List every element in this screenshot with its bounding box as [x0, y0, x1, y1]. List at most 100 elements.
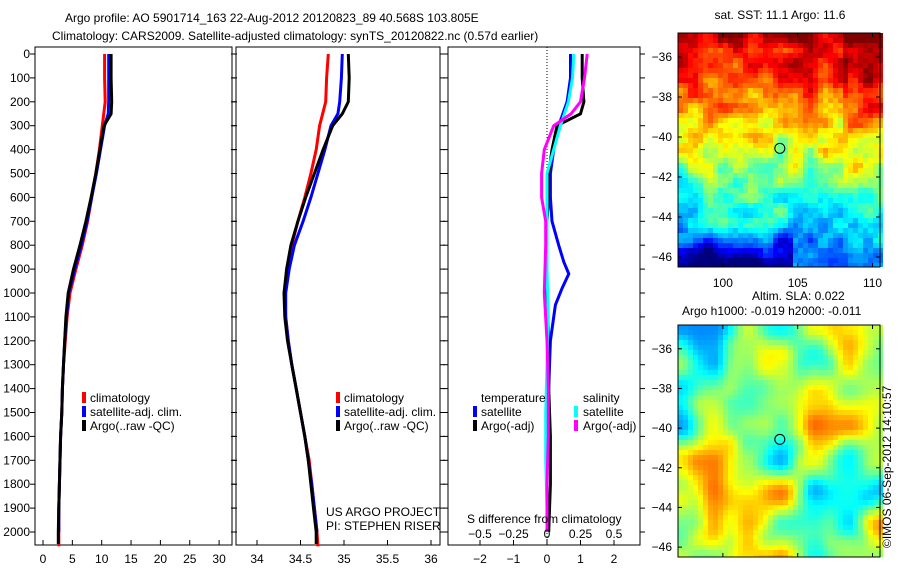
map-cell — [718, 73, 723, 78]
map-cell — [803, 375, 808, 380]
y-tick-label: 600 — [10, 190, 30, 204]
map-cell — [793, 143, 798, 148]
map-cell — [703, 98, 708, 103]
legend-swatch — [336, 420, 340, 431]
map-cell — [718, 335, 723, 340]
map-cell — [788, 38, 793, 43]
map-cell — [733, 43, 738, 48]
map-cell — [748, 253, 753, 258]
map-cell — [708, 113, 713, 118]
map-cell — [858, 470, 863, 475]
map-cell — [808, 530, 813, 535]
map-cell — [848, 420, 853, 425]
map-cell — [873, 218, 878, 223]
map-cell — [763, 108, 768, 113]
map-cell — [853, 520, 858, 525]
map-cell — [763, 173, 768, 178]
map-cell — [843, 440, 848, 445]
map-cell — [743, 445, 748, 450]
map-cell — [743, 475, 748, 480]
map-cell — [718, 78, 723, 83]
map-cell — [683, 355, 688, 360]
map-cell — [718, 238, 723, 243]
map-cell — [678, 148, 683, 153]
map-cell — [823, 53, 828, 58]
map-cell — [713, 420, 718, 425]
map-cell — [733, 68, 738, 73]
map-cell — [698, 360, 703, 365]
map-cell — [848, 365, 853, 370]
map-cell — [868, 33, 873, 38]
map-cell — [768, 395, 773, 400]
map-cell — [803, 450, 808, 455]
map-cell — [828, 405, 833, 410]
map-cell — [813, 58, 818, 63]
map-cell — [848, 375, 853, 380]
map-cell — [858, 128, 863, 133]
map-cell — [868, 495, 873, 500]
map-cell — [828, 465, 833, 470]
map-cell — [818, 500, 823, 505]
map-cell — [723, 555, 728, 557]
s-tick-label: 0.5 — [606, 527, 623, 541]
map-cell — [743, 375, 748, 380]
map-cell — [833, 540, 838, 545]
map-cell — [778, 148, 783, 153]
map-cell — [743, 98, 748, 103]
map-cell — [763, 48, 768, 53]
map-cell — [753, 465, 758, 470]
map-cell — [758, 148, 763, 153]
map-cell — [828, 73, 833, 78]
map-cell — [678, 445, 683, 450]
map-cell — [698, 380, 703, 385]
map-cell — [738, 420, 743, 425]
map-cell — [713, 243, 718, 248]
map-cell — [843, 123, 848, 128]
map-cell — [778, 335, 783, 340]
map-cell — [708, 345, 713, 350]
map-cell — [873, 228, 878, 233]
map-cell — [698, 218, 703, 223]
map-cell — [748, 123, 753, 128]
map-cell — [863, 450, 868, 455]
map-cell — [783, 213, 788, 218]
map-cell — [763, 435, 768, 440]
map-cell — [713, 335, 718, 340]
map-cell — [678, 173, 683, 178]
map-cell — [678, 178, 683, 183]
map-cell — [753, 425, 758, 430]
map-cell — [843, 113, 848, 118]
map-cell — [808, 475, 813, 480]
map-cell — [683, 380, 688, 385]
map-cell — [793, 183, 798, 188]
map-cell — [678, 188, 683, 193]
map-cell — [703, 148, 708, 153]
map-cell — [793, 113, 798, 118]
map-cell — [773, 370, 778, 375]
map-cell — [803, 335, 808, 340]
map-cell — [843, 545, 848, 550]
map-cell — [723, 550, 728, 555]
map-cell — [803, 88, 808, 93]
map-cell — [793, 555, 798, 557]
map-cell — [828, 173, 833, 178]
map-cell — [808, 118, 813, 123]
map-cell — [838, 505, 843, 510]
map-cell — [838, 73, 843, 78]
map-cell — [698, 203, 703, 208]
map-cell — [753, 555, 758, 557]
map-cell — [863, 435, 868, 440]
map-cell — [743, 400, 748, 405]
map-cell — [838, 138, 843, 143]
map-cell — [678, 163, 683, 168]
map-cell — [873, 263, 878, 267]
map-cell — [693, 248, 698, 253]
map-cell — [763, 440, 768, 445]
map-cell — [698, 263, 703, 267]
map-cell — [808, 425, 813, 430]
map-cell — [743, 163, 748, 168]
map-cell — [748, 183, 753, 188]
map-cell — [783, 525, 788, 530]
map-cell — [848, 78, 853, 83]
map-cell — [818, 68, 823, 73]
